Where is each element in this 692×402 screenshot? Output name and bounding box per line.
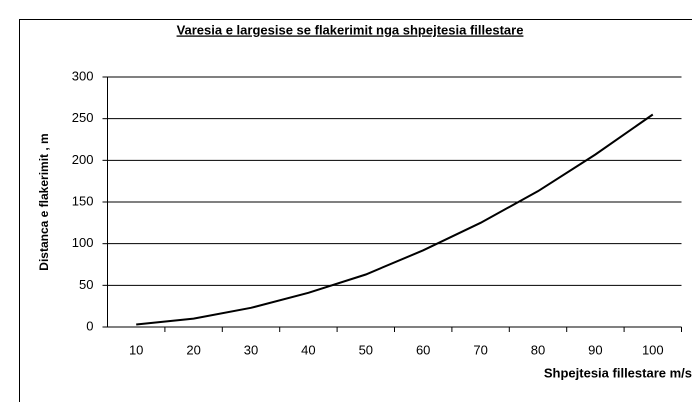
x-tick-label: 40 (301, 342, 315, 357)
y-tick-label: 50 (79, 277, 93, 292)
y-tick-label: 100 (72, 235, 94, 250)
y-tick-label: 0 (86, 318, 93, 333)
y-tick-label: 150 (72, 193, 94, 208)
x-tick-label: 100 (642, 342, 664, 357)
x-tick-label: 60 (416, 342, 430, 357)
y-axis-title: Distanca e flakerimit , m (37, 133, 51, 270)
x-tick-label: 90 (588, 342, 602, 357)
x-tick-label: 20 (186, 342, 200, 357)
y-tick-label: 200 (72, 152, 94, 167)
x-tick-label: 30 (244, 342, 258, 357)
y-tick-label: 250 (72, 110, 94, 125)
y-tick-label: 300 (72, 68, 94, 83)
line (136, 113, 654, 326)
chart-border (19, 19, 692, 402)
x-tick-label: 50 (359, 342, 373, 357)
x-tick-label: 70 (473, 342, 487, 357)
x-tick-label: 10 (129, 342, 143, 357)
x-axis-title: Shpejtesia fillestare m/s (544, 365, 692, 380)
chart-title: Varesia e largesise se flakerimit nga sh… (177, 22, 524, 37)
x-tick-label: 80 (531, 342, 545, 357)
